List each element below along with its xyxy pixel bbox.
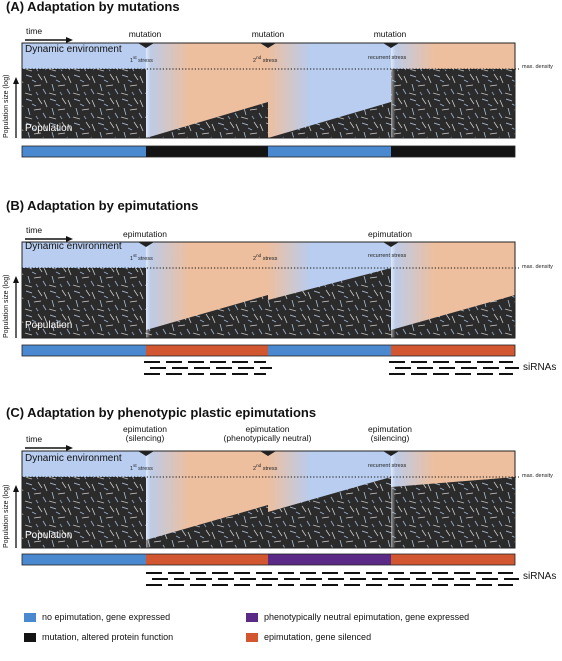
panel-b-y-axis-label: Population size (log) (3, 274, 10, 338)
panel-a-time-label: time (26, 26, 43, 36)
panel-a-event-2: mutation (251, 29, 285, 39)
panel-c-y-axis-label: Population size (log) (3, 484, 10, 548)
panel-a-max-density: max. density (522, 64, 553, 70)
panel-a-status-bar-segment-4 (391, 146, 515, 157)
panel-b-status-bar-segment-2 (146, 345, 268, 356)
legend-label-mutation: mutation, altered protein function (42, 632, 174, 642)
panel-b-event-pointer-2 (383, 242, 399, 247)
panel-c-sirna-group (146, 572, 519, 586)
panel-a-stress-2: 2nd stress (253, 55, 278, 64)
panel-a-recurrent-stress: recurrent stress (368, 55, 407, 61)
legend-label-silenced: epimutation, gene silenced (264, 632, 372, 642)
panel-a-dynamic-environment: Dynamic environment (25, 44, 122, 55)
panel-b-status-bar-segment-1 (22, 345, 146, 356)
panel-c-population-label: Population (25, 530, 73, 541)
panel-c-stress-2: 2nd stress (253, 463, 278, 472)
panel-c-event-2: epimutation (phenotypically neutral) (223, 424, 312, 444)
panel-c-status-bar-segment-3 (268, 554, 391, 565)
panel-c-recurrent-stress: recurrent stress (368, 463, 407, 469)
panel-b-event-pointer-1 (138, 242, 154, 247)
panel-b-sirnas-label: siRNAs (523, 362, 557, 373)
panel-b-recurrent-stress: recurrent stress (368, 253, 407, 259)
panel-c-status-bar-segment-4 (391, 554, 515, 565)
panel-c-sirnas-label: siRNAs (523, 571, 557, 582)
panel-b-status-bar (21, 344, 516, 357)
panel-a-status-bar-segment-2 (146, 146, 268, 157)
panel-b-stress-2: 2nd stress (253, 253, 278, 262)
panel-a-status-bar (21, 145, 516, 158)
panel-c-dynamic-environment: Dynamic environment (25, 453, 122, 464)
panel-c-event-pointer-3 (383, 451, 399, 456)
panel-c-title: (C) Adaptation by phenotypic plastic epi… (6, 405, 317, 420)
panel-b-event-2: epimutation (368, 229, 412, 239)
panel-b-population-area (22, 268, 515, 338)
panel-a-event-pointer-3 (383, 43, 399, 48)
panel-a-population-label: Population (25, 123, 73, 134)
panel-b-status-bar-segment-4 (391, 345, 515, 356)
panel-c-status-bar (21, 553, 516, 566)
legend-label-no-epimutation: no epimutation, gene expressed (42, 612, 171, 622)
panel-a-event-1: mutation (128, 29, 162, 39)
panel-b-population-label: Population (25, 320, 73, 331)
legend-label-neutral: phenotypically neutral epimutation, gene… (264, 612, 470, 622)
panel-b-sirna-group-2 (389, 361, 519, 375)
panel-a-event-3: mutation (373, 29, 407, 39)
panel-b-sirna-group-1 (144, 361, 272, 375)
panel-b-title: (B) Adaptation by epimutations (6, 198, 199, 213)
legend-swatch-mutation (24, 633, 36, 642)
panel-c-event-pointer-1 (138, 451, 154, 456)
panel-b-time-label: time (26, 225, 43, 235)
panel-b-dynamic-environment: Dynamic environment (25, 241, 122, 252)
panel-c-event-1: epimutation (silencing) (123, 424, 167, 444)
panel-c-stress-1: 1st stress (130, 463, 153, 472)
panel-c-time-label: time (26, 434, 43, 444)
legend-swatch-neutral (246, 613, 258, 622)
panel-a-y-axis-label: Population size (log) (3, 74, 10, 138)
panel-c-event-3: epimutation (silencing) (368, 424, 412, 444)
panel-b-stress-1: 1st stress (130, 253, 153, 262)
panel-a-title: (A) Adaptation by mutations (6, 0, 180, 14)
panel-a-status-bar-segment-3 (268, 146, 391, 157)
panel-b-status-bar-segment-3 (268, 345, 391, 356)
panel-a-event-pointer-1 (138, 43, 154, 48)
panel-c-event-pointer-2 (260, 451, 276, 456)
panel-b-max-density: max. density (522, 264, 553, 270)
panel-a-status-bar-segment-1 (22, 146, 146, 157)
panel-b-event-1: epimutation (123, 229, 167, 239)
panel-a-event-pointer-2 (260, 43, 276, 48)
panel-a-stress-1: 1st stress (130, 55, 153, 64)
legend-swatch-no-epimutation (24, 613, 36, 622)
panel-c-status-bar-segment-2 (146, 554, 268, 565)
panel-c-max-density: max. density (522, 473, 553, 479)
panel-b-environment-box (21, 241, 516, 339)
panel-c-status-bar-segment-1 (22, 554, 146, 565)
legend-swatch-silenced (246, 633, 258, 642)
